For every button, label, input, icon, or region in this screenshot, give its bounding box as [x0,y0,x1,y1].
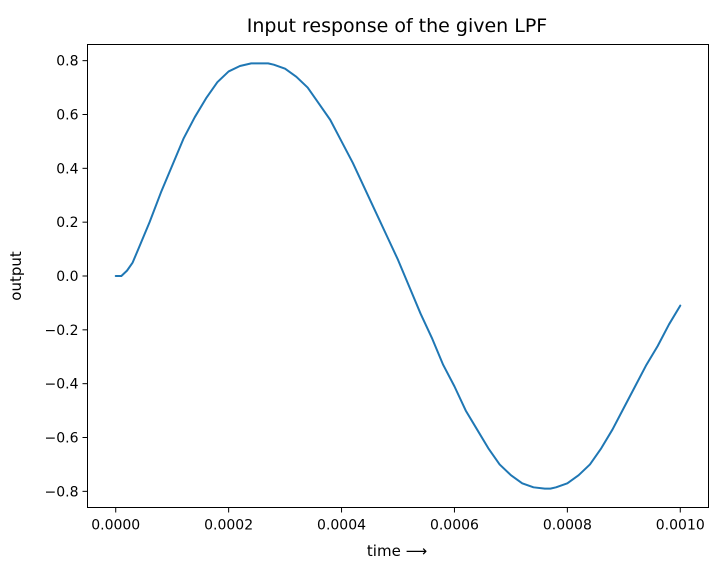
y-tick-label: 0.8 [56,54,78,70]
y-axis-label: output [7,251,25,301]
y-tick-label: −0.4 [45,377,79,393]
x-axis-label: time ⟶ [367,542,427,560]
y-tick-label: 0.6 [56,107,78,123]
chart-title: Input response of the given LPF [247,15,547,37]
series-layer [114,62,682,490]
plot-frame [87,44,709,508]
x-tick-label: 0.0002 [204,518,253,534]
x-tick-label: 0.0008 [543,518,592,534]
series-line [114,62,682,490]
x-tick-label: 0.0010 [656,518,705,534]
x-axis: 0.0000 0.0002 0.0004 0.0006 0.0008 0.0010 [91,507,705,534]
y-tick-label: 0.4 [56,161,78,177]
x-tick-label: 0.0000 [91,518,140,534]
x-tick-label: 0.0006 [430,518,479,534]
x-tick-label: 0.0004 [317,518,366,534]
y-tick-label: −0.2 [45,323,79,339]
y-axis: 0.8 0.6 0.4 0.2 0.0 −0.2 −0.4 −0.6 −0.8 [45,54,88,500]
y-tick-label: −0.6 [45,431,79,447]
y-tick-label: 0.2 [56,215,78,231]
y-tick-label: 0.0 [56,269,78,285]
y-tick-label: −0.8 [45,484,79,500]
